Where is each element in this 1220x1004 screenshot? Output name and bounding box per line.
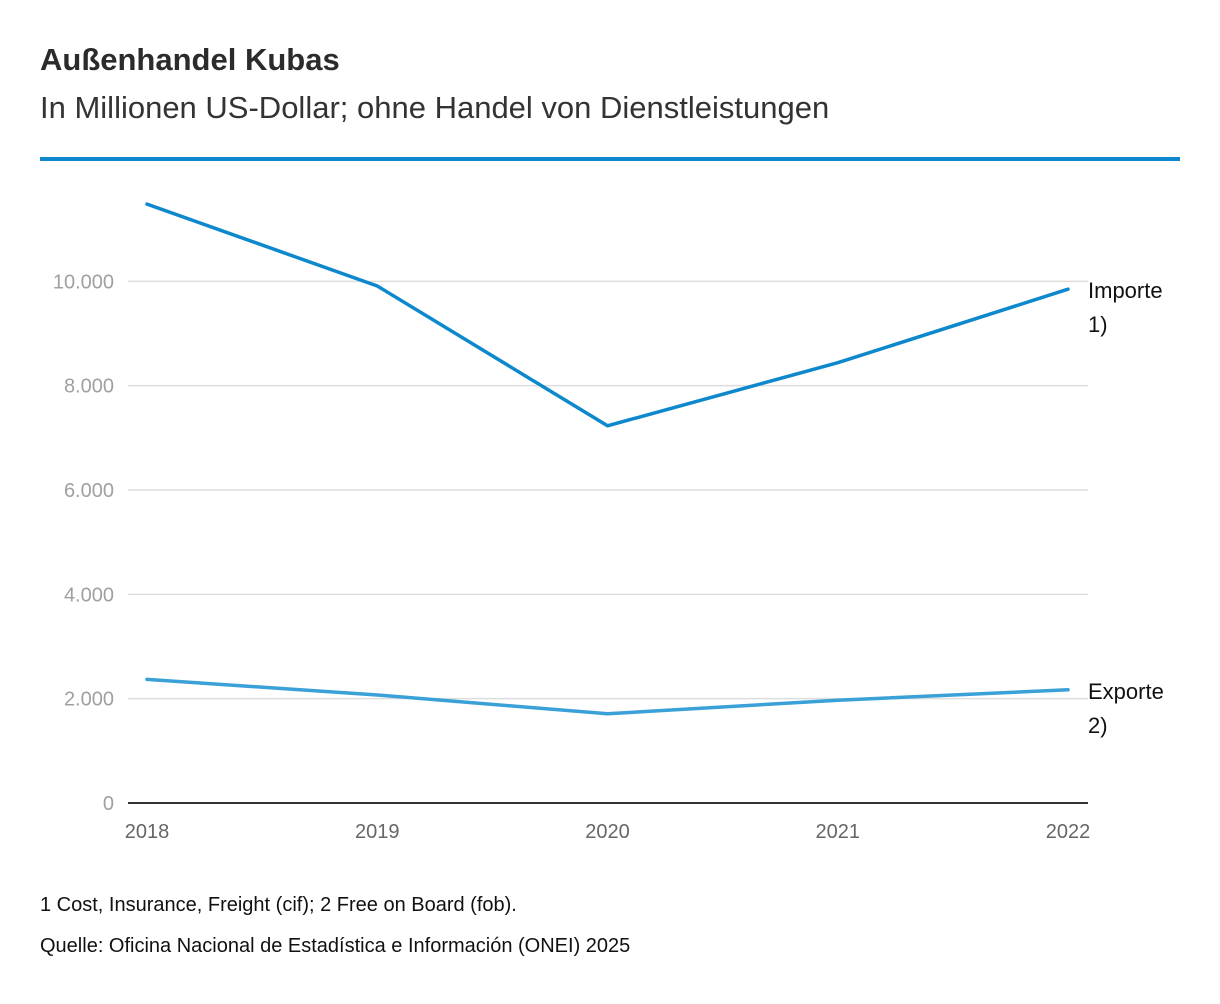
- chart-subtitle: In Millionen US-Dollar; ohne Handel von …: [40, 90, 830, 125]
- series-line-importe: [145, 202, 1070, 428]
- y-tick-label: 2.000: [64, 689, 114, 711]
- y-tick-label: 8.000: [64, 376, 114, 398]
- x-tick-label: 2020: [585, 821, 630, 843]
- series-line-exporte: [145, 677, 1070, 716]
- label-layer: Importe 1) Exporte 2): [1088, 278, 1164, 738]
- x-tick-label: 2019: [355, 821, 400, 843]
- series-label: 2): [1088, 713, 1108, 738]
- title-divider: [40, 157, 1180, 161]
- grid-layer: [128, 280, 1088, 700]
- y-tick-label: 6.000: [64, 480, 114, 502]
- footnote: 1 Cost, Insurance, Freight (cif); 2 Free…: [40, 894, 517, 916]
- source-note: Quelle: Oficina Nacional de Estadística …: [40, 935, 631, 957]
- x-tick-label: 2021: [816, 821, 861, 843]
- y-tick-label: 10.000: [53, 271, 114, 293]
- x-tick-label: 2022: [1046, 821, 1091, 843]
- series-label: Exporte: [1088, 679, 1164, 704]
- axis-layer: 0 2.000 4.000 6.000 8.000 10.000 2018 2019 2020 2…: [53, 271, 1090, 843]
- chart-title: Außenhandel Kubas: [40, 42, 340, 77]
- y-tick-label: 4.000: [64, 584, 114, 606]
- series-layer: [145, 202, 1070, 716]
- y-tick-label: 0: [103, 793, 114, 815]
- series-label: 1): [1088, 312, 1108, 337]
- x-tick-label: 2018: [125, 821, 170, 843]
- series-label: Importe: [1088, 278, 1163, 303]
